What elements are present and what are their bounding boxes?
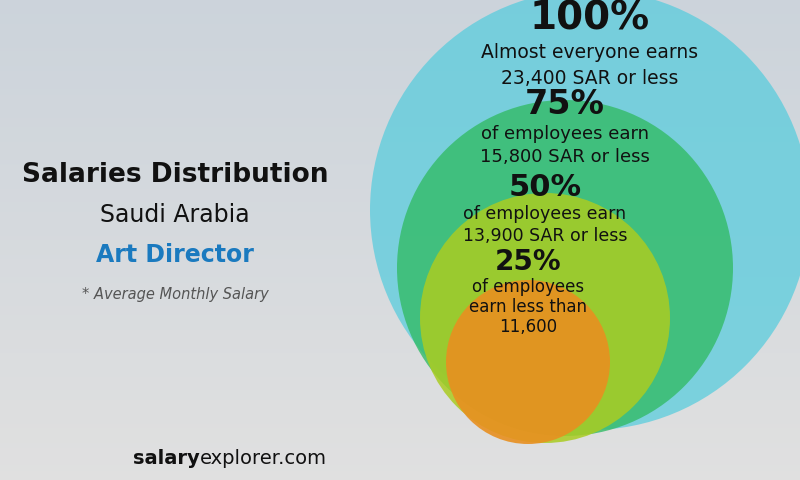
Text: 100%: 100% (530, 0, 650, 37)
Text: Art Director: Art Director (96, 243, 254, 267)
Text: 25%: 25% (494, 248, 562, 276)
Circle shape (446, 280, 610, 444)
Text: 13,900 SAR or less: 13,900 SAR or less (462, 227, 627, 245)
Text: of employees earn: of employees earn (481, 125, 649, 143)
Text: 23,400 SAR or less: 23,400 SAR or less (502, 69, 678, 87)
Text: * Average Monthly Salary: * Average Monthly Salary (82, 288, 268, 302)
Text: 11,600: 11,600 (499, 318, 557, 336)
Text: of employees earn: of employees earn (463, 205, 626, 223)
Text: Salaries Distribution: Salaries Distribution (22, 162, 328, 188)
Text: salary: salary (134, 448, 200, 468)
Circle shape (420, 193, 670, 443)
Text: Almost everyone earns: Almost everyone earns (482, 43, 698, 61)
Text: of employees: of employees (472, 278, 584, 296)
Text: earn less than: earn less than (469, 298, 587, 316)
Circle shape (370, 0, 800, 430)
Text: Saudi Arabia: Saudi Arabia (100, 203, 250, 227)
Circle shape (397, 100, 733, 436)
Text: 75%: 75% (525, 88, 605, 121)
Text: 15,800 SAR or less: 15,800 SAR or less (480, 148, 650, 166)
Text: 50%: 50% (509, 172, 582, 202)
Text: explorer.com: explorer.com (200, 448, 327, 468)
